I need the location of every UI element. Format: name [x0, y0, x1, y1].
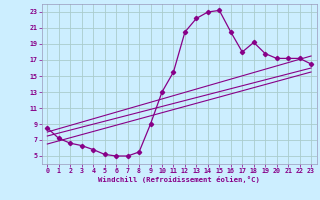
X-axis label: Windchill (Refroidissement éolien,°C): Windchill (Refroidissement éolien,°C) — [98, 176, 260, 183]
